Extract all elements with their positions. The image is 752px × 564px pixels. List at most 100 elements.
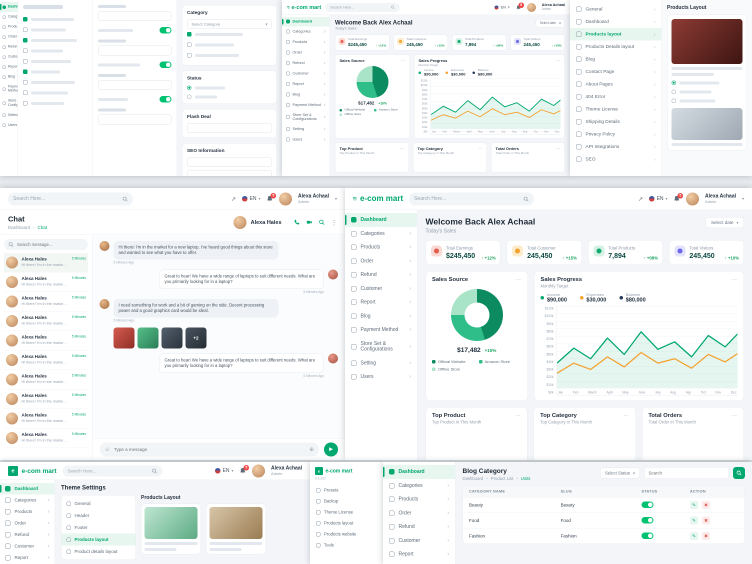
theme-menu-item[interactable]: Theme License › [570, 103, 662, 116]
notifications-button[interactable]: 5 [516, 2, 524, 10]
sidebar-item[interactable]: Order › [345, 254, 417, 268]
conversation-list-item[interactable]: Alexa Hales Hi there! I'm in the market f… [4, 409, 88, 429]
delete-icon[interactable]: ✖ [701, 501, 710, 509]
edit-icon[interactable]: ✎ [689, 501, 698, 509]
sidebar-item[interactable]: Dashboard› [345, 213, 417, 227]
sidebar-item[interactable]: Categories › [345, 227, 417, 241]
attachment-image[interactable] [113, 327, 135, 349]
more-options-icon[interactable]: ⋯ [731, 277, 738, 283]
sidebar-item[interactable]: Dashboard› [383, 465, 455, 479]
tools-menu-item[interactable]: Products website [315, 529, 378, 540]
status-toggle[interactable] [641, 532, 654, 539]
sidebar-item[interactable]: Categories › [0, 495, 55, 507]
more-options-icon[interactable]: ⋯ [515, 277, 522, 283]
search-input[interactable] [13, 196, 118, 202]
language-selector[interactable]: EN ▾ [242, 196, 261, 202]
chevron-down-icon[interactable]: ▾ [741, 196, 744, 202]
language-selector[interactable]: EN ▾ [215, 468, 234, 474]
user-avatar[interactable] [686, 192, 700, 206]
search-input[interactable] [414, 196, 520, 202]
theme-menu-item[interactable]: Privacy Policy › [570, 128, 662, 141]
column-header[interactable]: Category Name [469, 489, 506, 494]
sidebar-item[interactable]: Order › [0, 518, 55, 530]
checkbox[interactable] [187, 32, 192, 37]
status-toggle[interactable] [641, 516, 654, 524]
checkbox[interactable] [187, 53, 192, 58]
edit-icon[interactable]: ✎ [689, 532, 698, 540]
sidebar-item[interactable]: Dashboard› [282, 17, 330, 27]
sidebar-item[interactable]: Order › [282, 47, 330, 58]
sidebar-item[interactable]: Store Set & Configurations › [345, 337, 417, 357]
language-selector[interactable]: EN ▾ [649, 196, 668, 202]
sidebar-item[interactable]: Users › [345, 370, 417, 384]
message-search-input[interactable] [17, 242, 84, 247]
edit-icon[interactable]: ✎ [689, 516, 698, 525]
user-avatar[interactable] [526, 2, 536, 12]
sidebar-item[interactable]: Report › [282, 79, 330, 90]
tools-menu-item[interactable]: Presets [315, 485, 378, 496]
theme-menu-item[interactable]: Blog › [570, 53, 662, 66]
global-search[interactable] [409, 192, 535, 206]
theme-menu-item[interactable]: Products layout › [570, 28, 662, 41]
delete-icon[interactable]: ✖ [701, 532, 710, 540]
sidebar-item[interactable]: Blog › [282, 89, 330, 100]
sidebar-item[interactable]: Blog › [0, 72, 18, 82]
tools-menu-item[interactable]: Tools [315, 540, 378, 551]
attachment-more[interactable]: +2 [185, 327, 207, 349]
attachment-image[interactable] [137, 327, 159, 349]
table-search[interactable] [644, 467, 729, 479]
checkbox[interactable] [23, 90, 28, 95]
sidebar-item[interactable]: Customer › [0, 541, 55, 553]
theme-settings-menu-item[interactable]: Products layout [61, 533, 136, 546]
toggle-switch[interactable] [159, 96, 172, 103]
theme-menu-item[interactable]: Dashboard › [570, 16, 662, 29]
phone-icon[interactable] [294, 219, 301, 226]
conversation-list-item[interactable]: Alexa Hales Hi there! I'm in the market f… [4, 312, 88, 331]
checkbox[interactable] [23, 17, 28, 22]
checkbox[interactable] [23, 59, 28, 64]
sidebar-item[interactable]: Categories › [282, 26, 330, 37]
more-options-icon[interactable]: ⋯ [515, 413, 522, 419]
sidebar-item[interactable]: Refund › [0, 42, 18, 52]
breadcrumb-item[interactable]: Dashboard [462, 476, 484, 481]
more-options-icon[interactable]: ⋯ [478, 146, 483, 152]
theme-menu-item[interactable]: General › [570, 3, 662, 16]
sidebar-item[interactable]: Payment Method › [282, 100, 330, 111]
checkbox[interactable] [187, 42, 192, 47]
attachment-image[interactable] [161, 327, 183, 349]
column-header[interactable]: Action [689, 489, 706, 494]
send-button[interactable]: ▶ [324, 442, 338, 457]
product-card[interactable] [141, 503, 201, 555]
search-input[interactable] [330, 5, 387, 10]
sidebar-item[interactable]: Products › [345, 241, 417, 255]
sidebar-item[interactable]: Order › [0, 32, 18, 42]
sidebar-item[interactable]: Report › [383, 548, 455, 562]
radio-button[interactable] [671, 89, 676, 94]
more-options-icon[interactable]: ⋯ [401, 58, 406, 64]
sidebar-item[interactable]: Payment Method › [345, 323, 417, 337]
search-button[interactable] [733, 467, 745, 479]
conversation-list-item[interactable]: Alexa Hales Hi there! I'm in the market f… [4, 429, 88, 448]
emoji-icon[interactable]: ☺ [104, 446, 111, 453]
column-header[interactable]: Slug [560, 489, 573, 494]
status-toggle[interactable] [641, 501, 654, 508]
checkbox[interactable] [23, 69, 28, 74]
text-input[interactable] [187, 123, 272, 133]
sidebar-item[interactable]: Categories › [0, 12, 18, 22]
toggle-switch[interactable] [159, 61, 172, 68]
date-filter[interactable]: Select date ▾ [705, 217, 744, 228]
tools-menu-item[interactable]: Theme License [315, 507, 378, 518]
theme-settings-menu-item[interactable]: Header [62, 510, 136, 522]
checkbox[interactable] [23, 101, 28, 106]
sidebar-item[interactable]: Products › [282, 37, 330, 48]
radio-button[interactable] [671, 98, 676, 103]
text-input[interactable] [98, 114, 172, 125]
table-search-input[interactable] [648, 470, 725, 476]
notifications-button[interactable]: 5 [240, 465, 250, 475]
breadcrumb-item[interactable]: Dashboard [8, 224, 31, 230]
theme-menu-item[interactable]: Products Details layout › [570, 41, 662, 54]
more-options-icon[interactable]: ⋯ [731, 413, 738, 419]
contact-avatar[interactable] [233, 215, 247, 229]
sidebar-item[interactable]: Refund › [345, 268, 417, 282]
global-search[interactable] [8, 192, 133, 206]
